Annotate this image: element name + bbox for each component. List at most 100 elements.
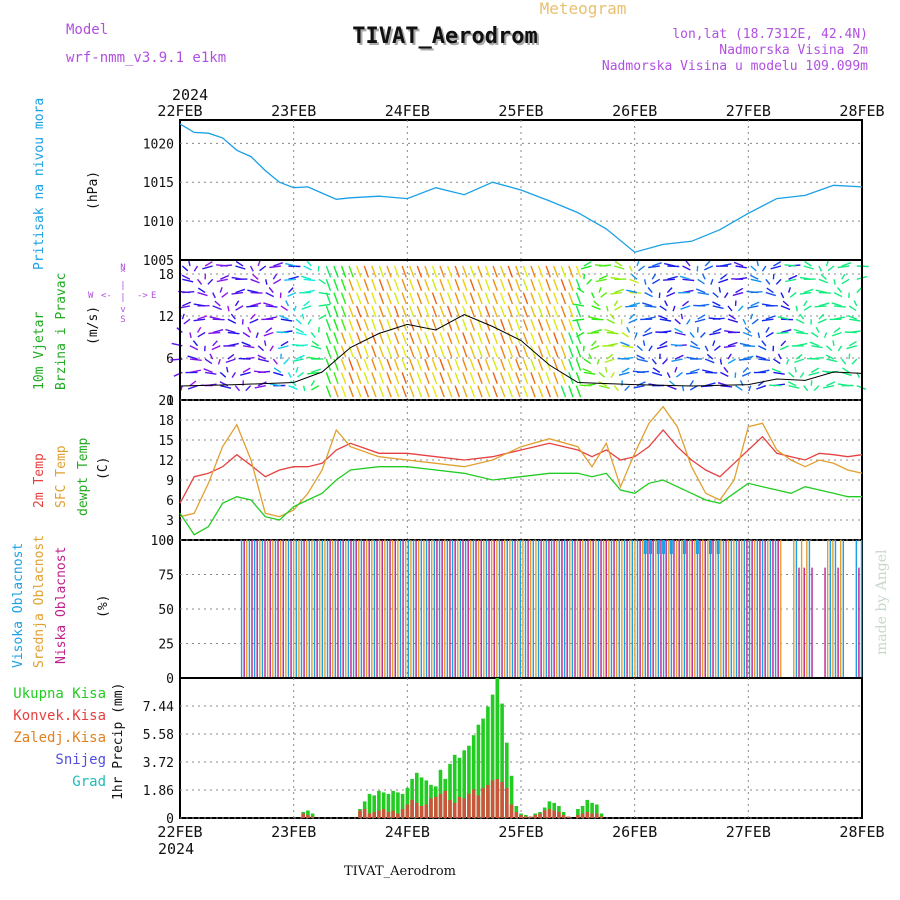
wind-barb (515, 265, 521, 278)
wind-barb (827, 265, 835, 272)
wind-barb (799, 291, 812, 295)
wind-barb (581, 265, 592, 270)
wind-barb (225, 358, 236, 364)
wind-barb (856, 287, 863, 294)
wind-barb (626, 289, 638, 294)
wind-barb (709, 331, 721, 336)
wind-barb (446, 345, 453, 358)
wind-barb (530, 332, 536, 345)
wind-barb (636, 345, 643, 352)
wind-barb (633, 385, 645, 389)
wind-barb (492, 279, 498, 291)
wind-barb (181, 274, 191, 280)
cloud-bar-cap (695, 540, 699, 554)
wind-barb (632, 370, 645, 374)
wind-barb (401, 292, 407, 305)
wind-barb (575, 345, 582, 358)
wind-barb (568, 305, 574, 318)
precip-frame (179, 677, 863, 819)
wind-barb (272, 273, 278, 280)
wind-barb (325, 372, 332, 385)
wind-barb (680, 313, 684, 320)
wind-barb (545, 385, 551, 398)
wind-barb (575, 372, 582, 385)
wind-barb (530, 279, 536, 291)
wind-barb (674, 354, 684, 360)
wind-barb (234, 385, 241, 392)
wind-barb (306, 260, 312, 267)
precip-total-bar (448, 763, 452, 818)
wind-barb (431, 292, 438, 305)
wind-barb (288, 385, 298, 390)
wind-barb (718, 278, 729, 284)
wind-barb (204, 371, 217, 375)
wind-barb (779, 345, 789, 351)
wind-barb (847, 314, 858, 320)
wind-barb (439, 332, 445, 345)
wind-barb (728, 314, 736, 320)
wind-barb (348, 305, 354, 318)
wind-barb (727, 353, 732, 360)
wind-barb (446, 279, 453, 291)
wind-barb (553, 279, 559, 291)
wind-barb (606, 318, 616, 324)
wind-barb (235, 305, 244, 311)
wind-barb (826, 381, 836, 387)
wind-barb (628, 318, 638, 324)
wind-barb (610, 276, 622, 280)
wind-barb (568, 318, 574, 331)
wind-barb (553, 372, 559, 385)
wind-barb (799, 313, 805, 320)
wind-barb (235, 265, 246, 270)
wind-barb (724, 292, 729, 299)
wind-barb (811, 345, 823, 349)
wind-barb (600, 292, 608, 298)
wind-barb (393, 292, 400, 305)
precip-legend-item: Snijeg (55, 752, 106, 768)
wind-barb (333, 345, 339, 358)
wind-barb (424, 265, 430, 278)
wind-barb (431, 358, 438, 371)
wind-barb (719, 358, 723, 365)
wind-barb (409, 372, 415, 385)
wind-barb (263, 340, 267, 346)
wind-barb (446, 332, 453, 345)
wind-barb (575, 292, 582, 305)
wind-barb (810, 331, 819, 338)
precip-total-bar (599, 813, 604, 818)
wind-barb (651, 358, 657, 365)
wind-barb (462, 372, 468, 385)
chart-subtitle: Meteogram (540, 0, 627, 18)
wind-barb (560, 318, 567, 331)
precip-total-bar (452, 754, 457, 818)
wind-barb (761, 265, 767, 272)
wind-barb (454, 345, 461, 358)
wind-barb (284, 278, 297, 281)
precip-total-bar (377, 790, 381, 818)
wind-barb (732, 291, 744, 297)
wind-barb (197, 315, 208, 320)
wind-barb (227, 353, 235, 360)
wind-barb (401, 372, 407, 385)
wind-barb (621, 331, 629, 338)
wind-barb (371, 358, 377, 371)
precip-conv-bar (595, 813, 599, 818)
wind-barb (371, 265, 377, 278)
wind-barb (636, 354, 645, 360)
precip-conv-bar (599, 816, 604, 818)
wind-barb (363, 372, 370, 385)
wind-barb (710, 279, 714, 285)
cloud-bar-cap (708, 540, 712, 554)
precip-total-bar (481, 718, 485, 818)
wind-barb (784, 264, 797, 267)
wind-barb (356, 292, 362, 305)
wind-barb (431, 372, 438, 385)
precip-conv-bar (524, 816, 528, 818)
wind-barb (841, 262, 852, 267)
date-label-bottom: 27FEB (726, 823, 771, 841)
wind-barb (363, 265, 370, 278)
wind-barb (614, 260, 623, 267)
wind-barb (553, 385, 559, 398)
wind-barb (303, 265, 312, 271)
wind-barb (848, 340, 857, 347)
